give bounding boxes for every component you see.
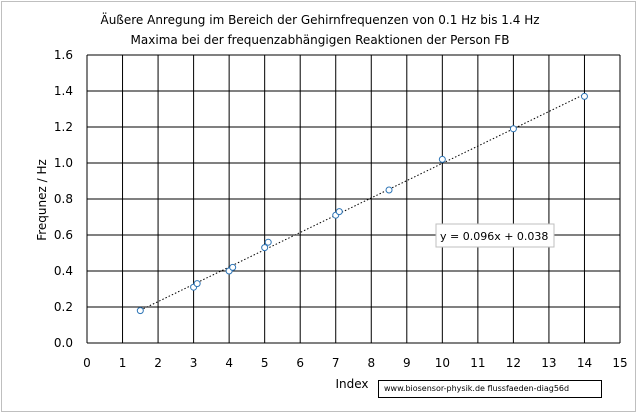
- x-tick-label: 0: [83, 356, 91, 370]
- source-label: www.biosensor-physik.de flussfaeden-diag…: [378, 380, 602, 398]
- y-tick-label: 0.6: [54, 228, 73, 242]
- x-tick-label: 10: [435, 356, 450, 370]
- data-point: [136, 307, 144, 315]
- x-tick-label: 5: [261, 356, 269, 370]
- x-tick-label: 14: [577, 356, 592, 370]
- x-axis-label: Index: [335, 377, 368, 391]
- chart-title: Äußere Anregung im Bereich der Gehirnfre…: [100, 12, 539, 27]
- y-tick-label: 0.4: [54, 264, 73, 278]
- data-points: [136, 92, 588, 315]
- y-tick-label: 0.8: [54, 192, 73, 206]
- x-tick-label: 7: [332, 356, 340, 370]
- data-point: [261, 244, 269, 252]
- x-tick-label: 12: [506, 356, 521, 370]
- data-point: [509, 125, 517, 133]
- trendline-equation-box: y = 0.096x + 0.038: [435, 223, 555, 248]
- x-tick-label: 15: [612, 356, 627, 370]
- x-tick-label: 1: [119, 356, 127, 370]
- y-tick-label: 1.4: [54, 84, 73, 98]
- data-point: [335, 208, 343, 216]
- y-tick-label: 0.0: [54, 336, 73, 350]
- chart-subtitle: Maxima bei der frequenzabhängigen Reakti…: [131, 33, 510, 47]
- y-tick-label: 1.0: [54, 156, 73, 170]
- x-tick-label: 6: [296, 356, 304, 370]
- y-tick-label: 0.2: [54, 300, 73, 314]
- x-tick-label: 8: [367, 356, 375, 370]
- data-point: [580, 92, 588, 100]
- x-tick-label: 3: [190, 356, 198, 370]
- y-axis-label: Frequnez / Hz: [35, 159, 49, 241]
- data-point: [193, 280, 201, 288]
- x-tick-label: 11: [470, 356, 485, 370]
- data-point: [438, 155, 446, 163]
- x-tick-label: 13: [541, 356, 556, 370]
- x-tick-label: 4: [225, 356, 233, 370]
- data-point: [229, 263, 237, 271]
- trendline-equation: y = 0.096x + 0.038: [440, 230, 548, 243]
- grid-lines: [86, 54, 621, 344]
- y-tick-label: 1.2: [54, 120, 73, 134]
- x-tick-label: 9: [403, 356, 411, 370]
- tick-labels: 0 1 2 3 4 5 6 7 8 9 10 11 12 13 14 150.00.20.40.60.81.0…: [54, 48, 628, 370]
- x-tick-label: 2: [154, 356, 162, 370]
- data-point: [385, 186, 393, 194]
- data-point: [264, 238, 272, 246]
- y-tick-label: 1.6: [54, 48, 73, 62]
